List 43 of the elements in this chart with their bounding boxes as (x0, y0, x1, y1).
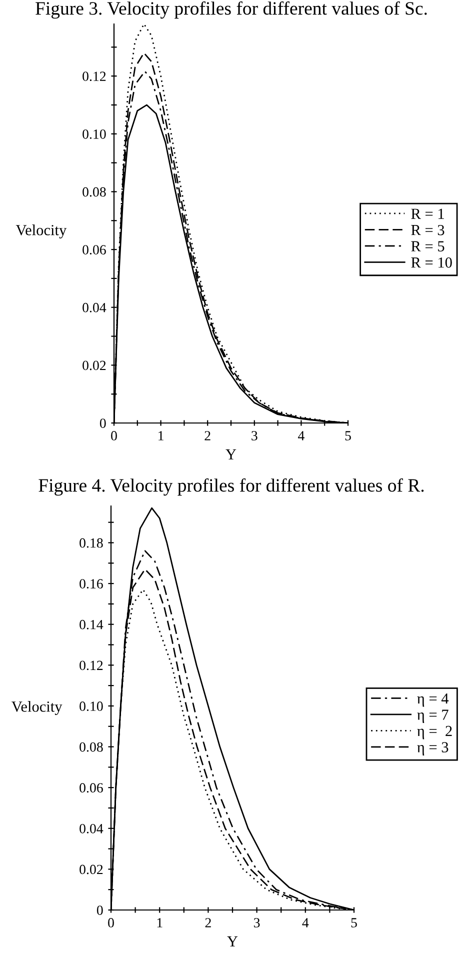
y-tick-label: 0.06 (82, 245, 106, 255)
y-tick-label: 0 (100, 418, 106, 428)
y-tick-label: 0.10 (82, 129, 106, 139)
y-tick-label: 0.04 (82, 302, 106, 312)
y-tick-label: 0.08 (80, 742, 103, 752)
legend-label: η = 2 (417, 726, 452, 740)
legend-label: η = 4 (417, 693, 449, 707)
x-tick-label: 1 (158, 431, 164, 440)
y-tick-label: 0.12 (80, 660, 103, 670)
y-tick-label: 0 (96, 906, 103, 915)
y-tick-label: 0.10 (80, 702, 103, 711)
y-axis-title: Velocity (12, 701, 62, 715)
y-tick-label: 0.14 (80, 620, 104, 630)
x-tick-label: 3 (254, 918, 260, 928)
legend-label: R = 10 (411, 257, 452, 268)
legend-label: R = 1 (411, 208, 444, 219)
x-axis-title: Y (227, 936, 238, 946)
chart-title: Figure 3. Velocity profiles for different values of Sc. (36, 1, 427, 19)
y-tick-label: 0.02 (80, 864, 103, 874)
chart-title: Figure 4. Velocity profiles for different values of R. (38, 478, 424, 496)
legend-label: R = 5 (411, 241, 444, 252)
x-tick-label: 0 (111, 431, 117, 440)
legend-label: η = 7 (417, 710, 448, 724)
y-axis-title: Velocity (16, 224, 67, 238)
x-tick-label: 3 (252, 431, 258, 440)
legend-label: η = 3 (417, 742, 448, 756)
x-tick-label: 1 (157, 918, 162, 928)
x-tick-label: 4 (302, 918, 309, 928)
y-tick-label: 0.02 (82, 360, 106, 370)
y-tick-label: 0.06 (80, 783, 103, 793)
x-tick-label: 5 (351, 918, 357, 928)
y-tick-label: 0.12 (82, 72, 106, 82)
x-tick-label: 4 (298, 431, 304, 440)
y-tick-label: 0.04 (80, 824, 104, 834)
y-tick-label: 0.08 (82, 187, 106, 197)
x-tick-label: 0 (108, 918, 114, 928)
legend-label: R = 3 (411, 224, 444, 236)
x-axis-title: Y (226, 449, 236, 460)
x-tick-label: 2 (204, 431, 210, 440)
y-tick-label: 0.16 (80, 579, 103, 589)
x-tick-label: 2 (205, 918, 211, 928)
x-tick-label: 5 (345, 431, 351, 440)
y-tick-label: 0.18 (80, 538, 103, 548)
